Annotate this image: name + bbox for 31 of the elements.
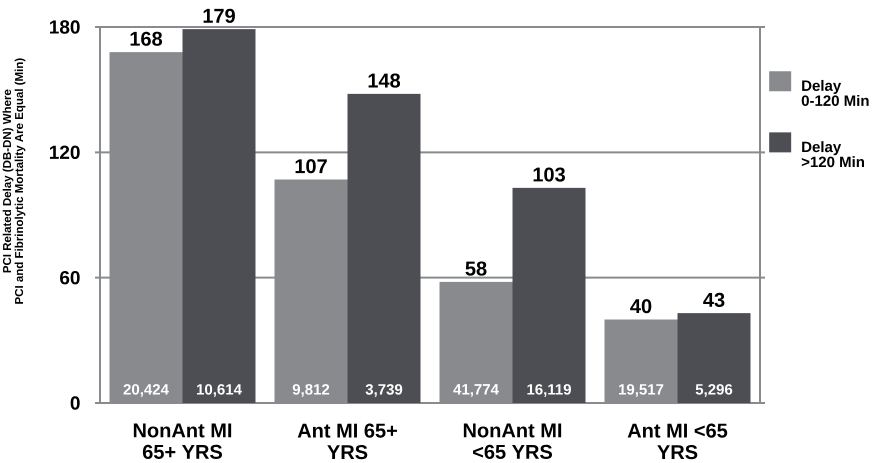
- bar: [678, 313, 751, 403]
- data-label: 168: [130, 32, 162, 46]
- data-label: 58: [465, 261, 487, 276]
- y-tick-label: 120: [50, 146, 80, 160]
- data-label: 40: [630, 299, 652, 314]
- annotation: 41,774: [453, 384, 499, 397]
- legend-label: Delay 0-120 Min: [802, 80, 869, 106]
- y-tick-label: 60: [60, 270, 80, 284]
- bar: [182, 29, 256, 403]
- data-label: 43: [703, 292, 724, 307]
- bar: [512, 188, 586, 403]
- data-label: 103: [534, 167, 565, 182]
- annotation: 9,812: [292, 384, 330, 397]
- annotation: 20,424: [124, 384, 169, 397]
- annotation: 16,119: [527, 384, 571, 397]
- y-axis-title: PCI Related Delay (DB-DN) Where PCI and Fibrinolytic Mortality Are Equal (Min): [2, 58, 26, 304]
- x-tick-label: Ant MI <65 YRS: [628, 424, 728, 460]
- y-tick-label: 180: [50, 20, 80, 34]
- data-label: 148: [368, 73, 400, 88]
- x-tick-label: NonAnt MI 65+ YRS: [134, 424, 232, 459]
- legend-label: Delay >120 Min: [802, 141, 864, 168]
- data-label: 179: [204, 8, 235, 23]
- annotation: 5,296: [696, 384, 732, 397]
- annotation: 19,517: [619, 384, 664, 397]
- x-tick-label: Ant MI 65+ YRS: [298, 424, 397, 460]
- data-label: 107: [296, 159, 327, 174]
- bar: [348, 94, 421, 403]
- annotation: 10,614: [197, 384, 242, 397]
- annotation: 3,739: [366, 384, 402, 397]
- y-tick-label: 0: [70, 396, 80, 410]
- x-tick-label: NonAnt MI <65 YRS: [464, 424, 562, 459]
